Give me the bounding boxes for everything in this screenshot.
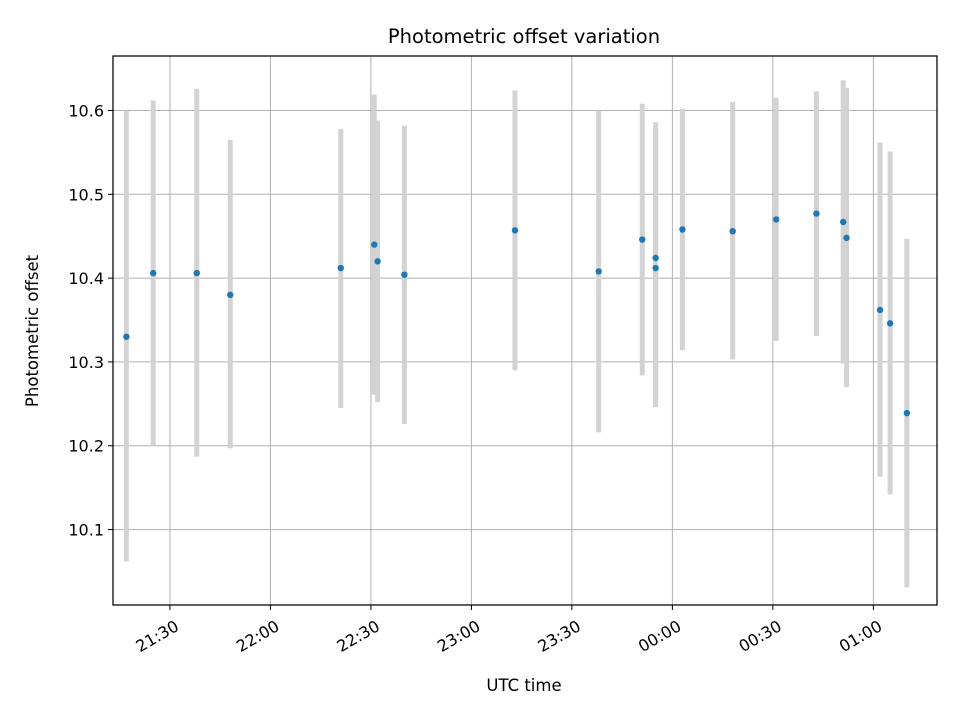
grid-lines xyxy=(113,56,937,605)
y-tick-label: 10.4 xyxy=(68,269,104,288)
y-axis-ticks: 10.1 10.2 10.3 10.4 10.5 10.6 xyxy=(68,101,113,540)
chart-title: Photometric offset variation xyxy=(388,25,660,48)
data-point xyxy=(193,269,200,277)
data-point xyxy=(840,218,847,226)
y-tick-label: 10.5 xyxy=(68,185,104,204)
data-point xyxy=(371,241,378,248)
data-point xyxy=(876,306,884,314)
data-point xyxy=(149,269,157,277)
x-axis-title: UTC time xyxy=(486,676,561,695)
data-point xyxy=(903,409,911,417)
data-point xyxy=(511,227,519,234)
data-point xyxy=(337,264,344,272)
y-tick-label: 10.2 xyxy=(68,437,104,456)
data-point xyxy=(843,234,850,242)
plot-frame xyxy=(112,55,938,606)
data-point xyxy=(813,210,820,217)
data-point xyxy=(595,268,602,275)
y-axis-title: Photometric offset xyxy=(23,254,42,407)
data-point xyxy=(401,271,408,278)
data-point xyxy=(652,254,659,262)
data-point xyxy=(652,264,659,272)
data-point xyxy=(374,258,381,265)
data-point xyxy=(123,333,130,340)
data-point xyxy=(773,216,780,223)
y-tick-label: 10.3 xyxy=(68,353,104,372)
y-tick-label: 10.6 xyxy=(68,101,104,120)
y-tick-label: 10.1 xyxy=(68,521,104,540)
data-point xyxy=(227,291,234,299)
data-points xyxy=(123,210,911,417)
data-point xyxy=(679,226,686,233)
plot-background xyxy=(113,56,937,605)
plot-area xyxy=(112,55,938,606)
data-point xyxy=(886,320,894,327)
data-point xyxy=(729,227,736,235)
data-point xyxy=(639,236,646,243)
